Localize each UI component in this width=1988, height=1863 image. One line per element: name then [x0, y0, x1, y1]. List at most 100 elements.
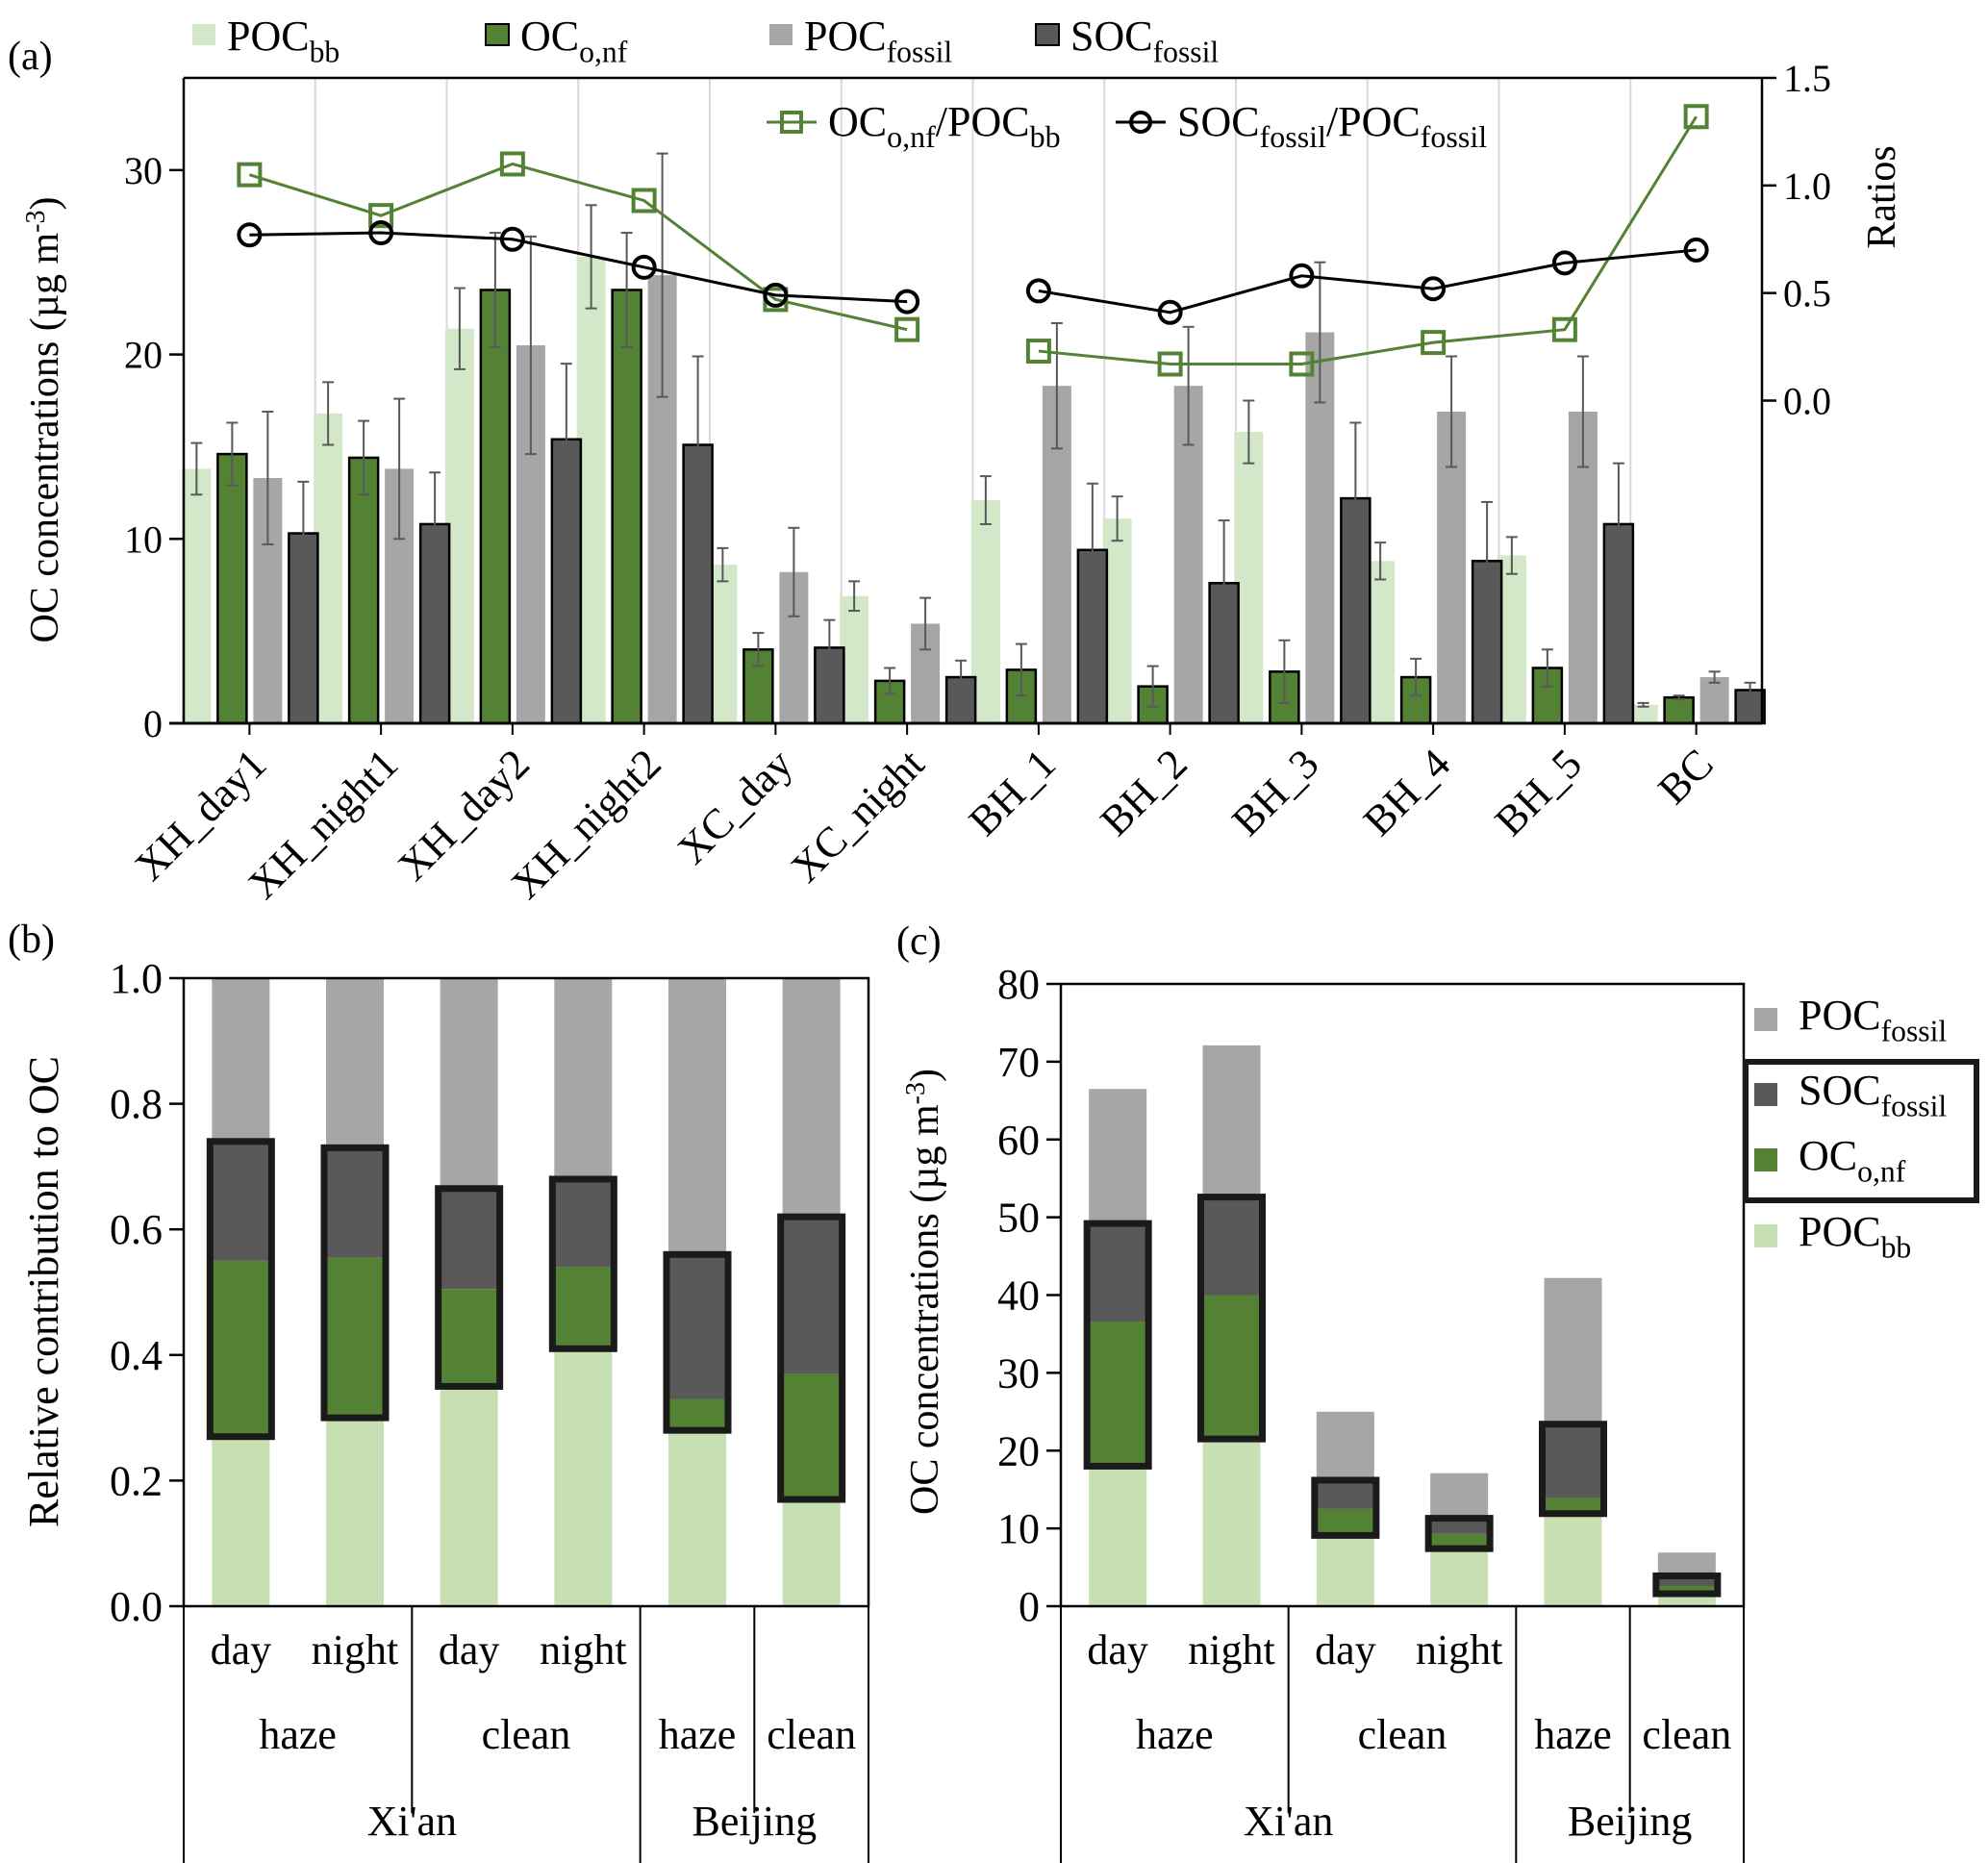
y2-tick-label: 1.5	[1783, 57, 1831, 100]
secondary-oc-outline-3	[1424, 1515, 1494, 1552]
legend-label-soc_fossil-main: SOC	[1070, 13, 1153, 60]
bar-poc_fossil-BC	[1699, 677, 1729, 723]
category-label-l3: Xi'an	[1244, 1798, 1333, 1845]
y-axis-title: Relative contribution to OC	[20, 1056, 67, 1527]
y-tick-label: 10	[124, 517, 163, 561]
legend-swatch-oc_onf	[485, 23, 510, 46]
x-tick-label: XC_day	[668, 740, 801, 872]
error-bar	[429, 471, 441, 577]
legend-marker-square	[780, 111, 803, 134]
legend-part-sub: bb	[1030, 119, 1061, 154]
ratio-marker-circle-XC_night	[894, 289, 920, 315]
error-bar	[1708, 670, 1721, 684]
legend-swatch-soc_fossil	[1035, 23, 1060, 46]
y-axis-title-end: )	[23, 197, 67, 211]
y2-tick-label: 1.0	[1783, 164, 1831, 208]
error-bar	[788, 526, 800, 617]
legend-label-poc_bb_stack: POCbb	[1799, 1208, 1911, 1264]
ratio-marker-square-BH_4	[1421, 330, 1447, 356]
legend-label-poc_fossil-sub: fossil	[1881, 1014, 1948, 1047]
legend-label-poc_fossil: POCfossil	[804, 13, 952, 68]
ratio-marker-square-BH_2	[1157, 351, 1183, 377]
y-tick-label: 0.6	[110, 1206, 163, 1253]
x-tick-label: BH_2	[1092, 740, 1196, 844]
category-label-l3: Beijing	[692, 1798, 818, 1845]
x-tick-label: BH_1	[960, 740, 1065, 844]
category-label-l3: Beijing	[1568, 1798, 1693, 1845]
stacked-bar-poc_fossil-5	[1657, 1552, 1716, 1576]
legend-swatch-oc_onf	[1754, 1148, 1777, 1171]
legend-label-soc_fossil: SOCfossil	[1070, 13, 1219, 68]
ratio-line-ratio_green	[248, 162, 908, 332]
legend-part-main: OC	[828, 98, 887, 145]
error-bar	[848, 580, 861, 613]
legend-swatch-poc_bb_stack	[1754, 1224, 1777, 1247]
stacked-bar-oc_onf-5	[782, 1373, 841, 1499]
stacked-bar-poc_bb_stack-1	[326, 1418, 384, 1606]
legend-part-main: /POC	[1326, 98, 1421, 145]
secondary-oc-outline-2	[435, 1185, 504, 1390]
y-tick-label: 0.8	[110, 1081, 163, 1128]
stacked-bar-poc_fossil-1	[1202, 1045, 1261, 1197]
error-bar	[717, 546, 729, 583]
category-label-l2: haze	[1136, 1711, 1214, 1758]
y-tick-label: 40	[997, 1272, 1040, 1320]
ratio-marker-circle-BH_5	[1551, 250, 1577, 276]
error-bar	[1086, 482, 1098, 617]
y-axis-title-end: )	[903, 1069, 947, 1082]
y-axis-title-main: OC concentrations (µg m	[23, 233, 67, 643]
legend-label-poc_bb-sub: bb	[310, 35, 340, 68]
category-label-l1: night	[312, 1626, 398, 1674]
legend-part-main: /POC	[936, 98, 1030, 145]
error-bar	[979, 475, 992, 525]
category-label-l3: Xi'an	[367, 1798, 457, 1845]
x-tick-label: BC	[1649, 740, 1723, 813]
y-axis-title-sup: -3	[21, 211, 51, 233]
secondary-oc-outline-1	[320, 1144, 390, 1422]
error-bar	[453, 287, 466, 370]
bar-oc_onf-XH_night1	[347, 456, 380, 725]
legend-label-oc_onf-sub: o,nf	[1857, 1154, 1906, 1188]
stacked-bar-poc_bb_stack-2	[440, 1386, 498, 1606]
secondary-oc-outline-0	[1083, 1220, 1152, 1470]
legend-label-poc_fossil: POCfossil	[1799, 992, 1947, 1047]
stacked-bar-poc_bb_stack-1	[1202, 1439, 1261, 1606]
legend-part-sub: fossil	[1421, 119, 1487, 154]
y-tick-label: 0.0	[110, 1583, 163, 1630]
secondary-oc-outline-5	[777, 1213, 846, 1503]
legend-label-soc_fossil-sub: fossil	[1153, 35, 1220, 68]
y-tick-label: 20	[997, 1427, 1040, 1474]
stacked-bar-soc_fossil-0	[1089, 1223, 1147, 1322]
error-bar	[1218, 519, 1230, 647]
stacked-bar-oc_onf-3	[1430, 1533, 1489, 1549]
bar-oc_onf-BC	[1663, 695, 1695, 725]
panel-b: (b) 0.0 0.2 0.4 0.6 0.8 1.0 day night day night haz…	[8, 918, 870, 1863]
panel-a: (a)01020300.00.51.01.5XH_day1XH_night1XH…	[8, 13, 1904, 908]
category-label-l1: night	[1416, 1626, 1502, 1674]
error-bar	[692, 355, 704, 535]
error-bar	[393, 397, 406, 541]
category-label-l1: day	[1087, 1626, 1148, 1674]
legend-swatch-poc_bb	[192, 24, 215, 45]
error-bar	[489, 232, 501, 348]
ratio-marker-circle-XC_day	[763, 282, 789, 308]
secondary-oc-outline-4	[663, 1250, 732, 1434]
error-bar	[1637, 701, 1649, 708]
error-bar	[226, 421, 239, 487]
legend-label-poc_fossil-main: POC	[1799, 992, 1881, 1039]
stacked-bar-soc_fossil-5	[1657, 1575, 1716, 1586]
stacked-bar-poc_bb_stack-2	[1316, 1535, 1374, 1606]
legend-label-soc_fossil: SOCfossil	[1799, 1067, 1947, 1122]
panel-label-a: (a)	[8, 35, 53, 79]
error-bar	[955, 659, 968, 695]
ratio-marker-square-BH_1	[1025, 339, 1051, 365]
y-tick-label: 20	[124, 334, 163, 377]
error-bar	[1182, 325, 1195, 446]
ratio-marker-circle-XH_day1	[237, 222, 263, 248]
category-label-l2: haze	[259, 1711, 337, 1758]
legend-label-ratio_green: OCo,nf/POCbb	[828, 98, 1061, 154]
stacked-bar-poc_bb_stack-5	[782, 1498, 841, 1606]
error-bar	[1374, 541, 1387, 581]
panel-c: (c) 0 10 20 30 40 50 60 70 80 day night day night haze…	[896, 919, 1979, 1863]
